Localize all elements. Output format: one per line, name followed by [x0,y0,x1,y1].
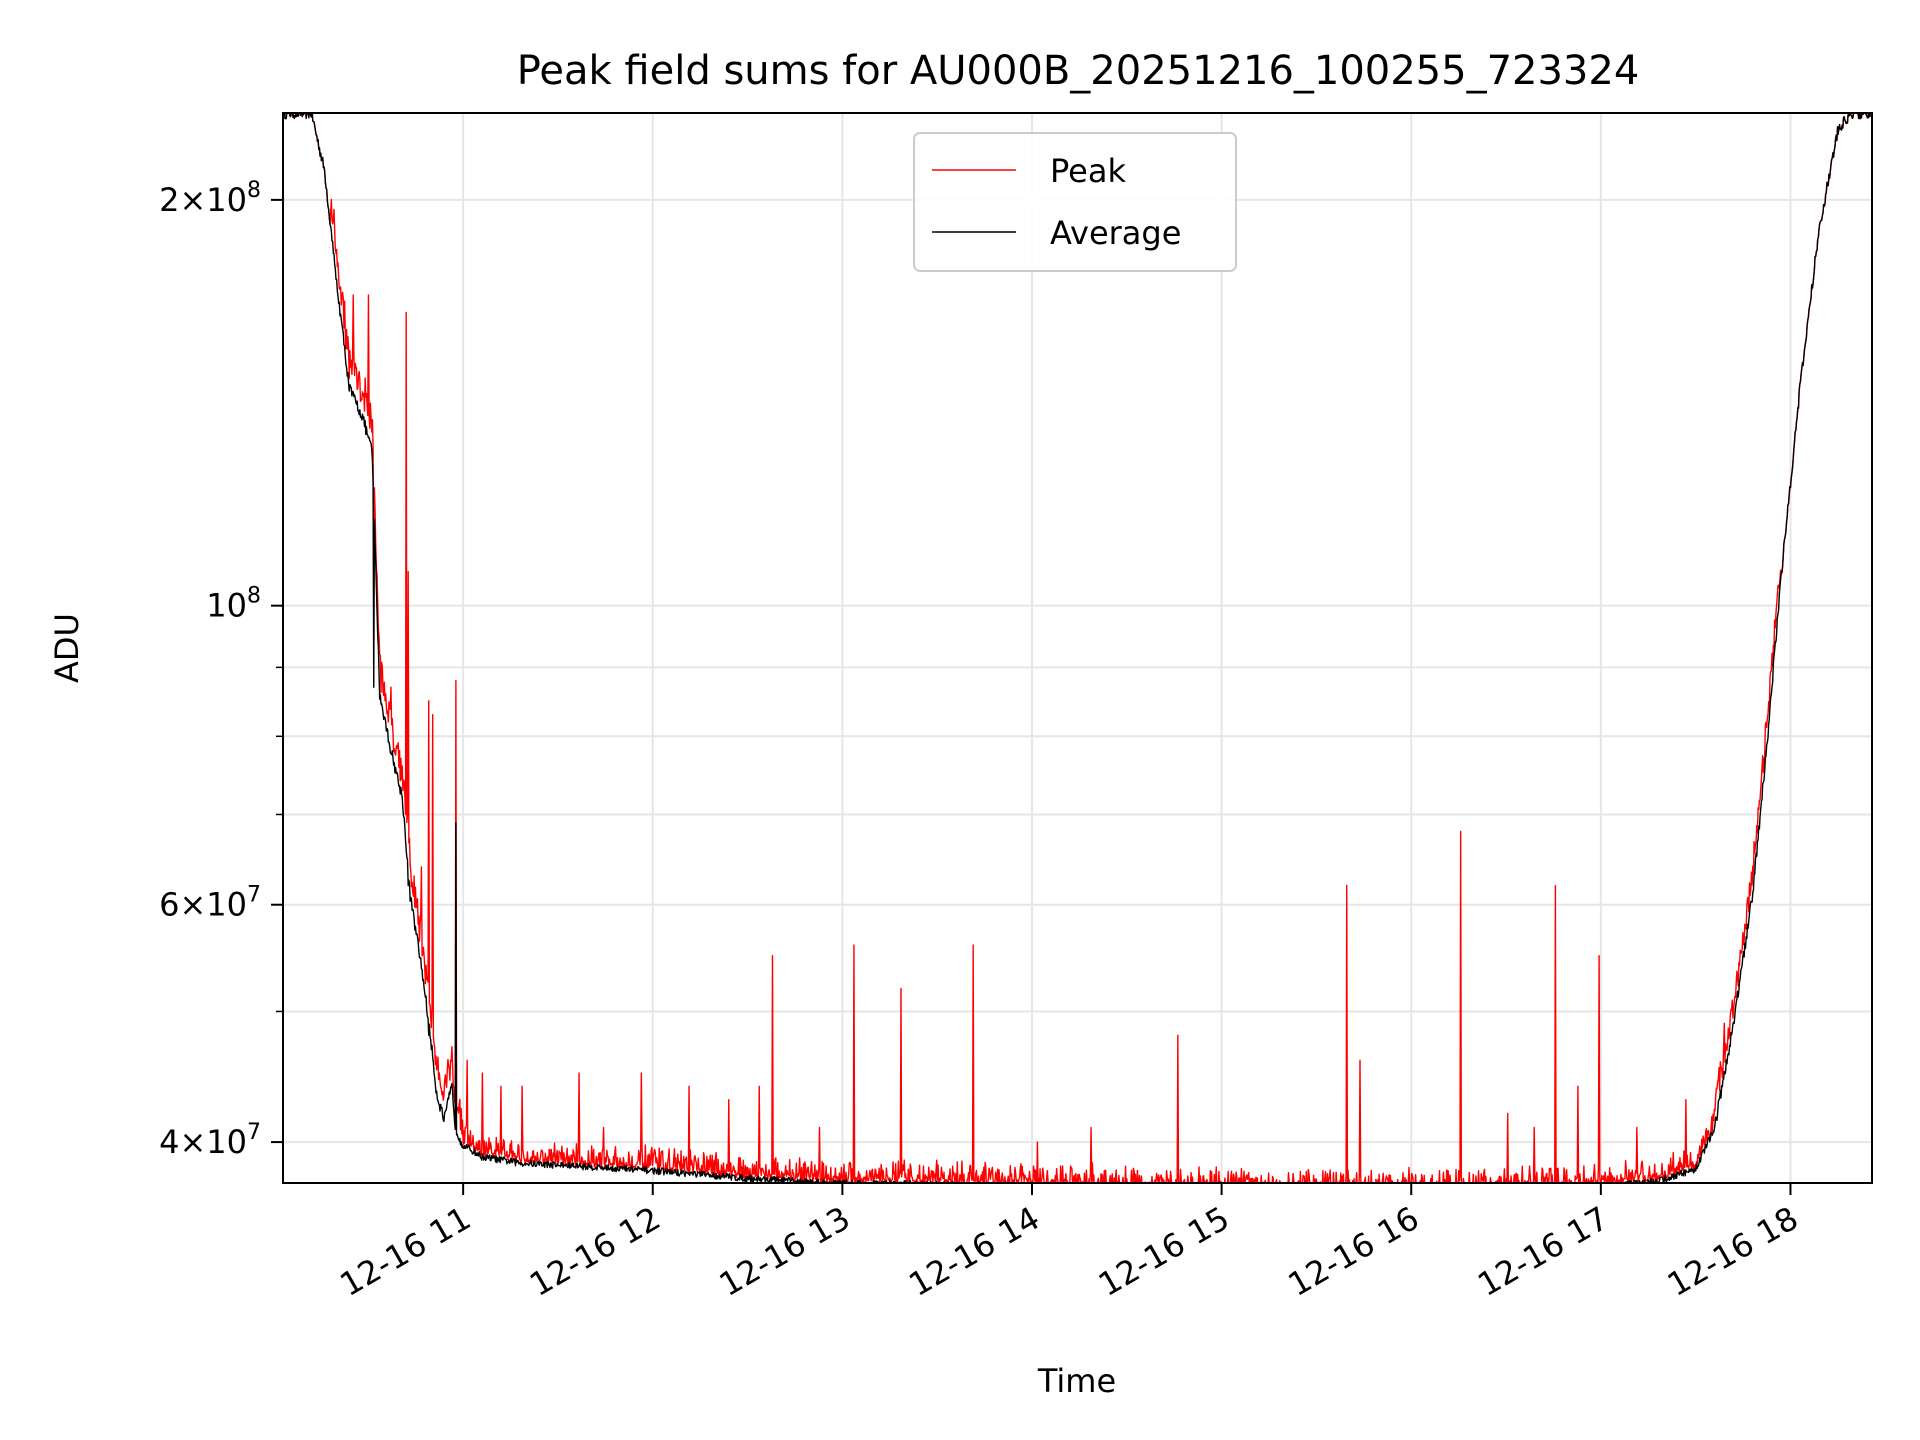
legend-label-average: Average [1050,214,1181,252]
y-tick-label: 4×107 [159,1120,261,1161]
y-tick-label: 6×107 [159,883,261,924]
plot-frame [282,112,1873,1184]
legend: Peak Average [913,132,1237,272]
y-tick-label: 2×108 [159,178,261,219]
chart-title: Peak field sums for AU000B_20251216_1002… [517,48,1640,94]
legend-box [913,132,1237,272]
x-axis-label: Time [1037,1362,1116,1400]
series-line-peak [283,113,1871,1183]
y-axis-label: ADU [48,613,86,683]
grid-lines [283,113,1872,1183]
legend-label-peak: Peak [1050,152,1126,190]
y-axis: 2×108 108 6×107 4×107 [159,178,283,1161]
series-layer [283,113,1871,1183]
y-tick-label: 108 [206,584,261,625]
series-line-average [283,113,1871,1183]
